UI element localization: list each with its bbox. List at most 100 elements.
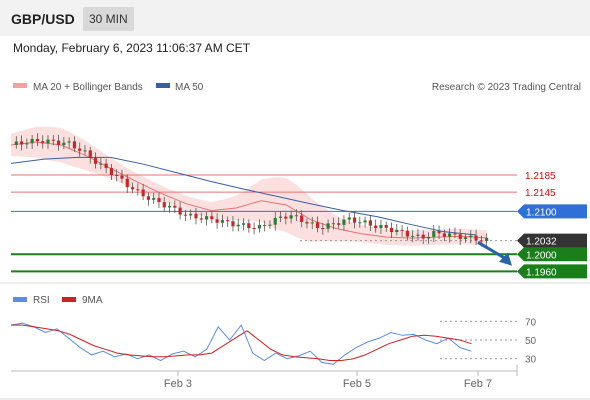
candle: [448, 228, 452, 243]
candle-body: [231, 221, 235, 227]
candle-body: [236, 224, 240, 227]
candle: [173, 200, 177, 214]
candle: [384, 221, 388, 232]
candle-body: [41, 141, 45, 144]
candle-body: [479, 240, 483, 242]
candle-body: [474, 235, 478, 241]
rsi-line: [10, 322, 472, 365]
x-tick-label: Feb 3: [164, 378, 192, 390]
candle-body: [194, 213, 198, 219]
candle-body: [363, 220, 367, 223]
candle-body: [358, 222, 362, 224]
candle-body: [56, 140, 61, 145]
candle: [395, 223, 399, 236]
candle-body: [379, 225, 383, 229]
candle-body: [173, 205, 177, 208]
candle-body: [157, 198, 161, 203]
candle: [104, 158, 108, 174]
candle: [411, 230, 415, 243]
candle-body: [384, 225, 388, 228]
candle-body: [405, 230, 409, 237]
candle: [115, 169, 119, 182]
instrument-title: GBP/USD: [11, 11, 75, 27]
candle: [363, 216, 367, 228]
candle: [199, 212, 203, 224]
candle: [379, 219, 383, 234]
candle: [442, 229, 446, 242]
candle: [146, 192, 151, 206]
candle-body: [257, 225, 261, 229]
candle: [469, 230, 473, 244]
forecast-arrow: [477, 240, 512, 266]
candle-body: [469, 235, 473, 238]
candle: [315, 216, 320, 233]
candle: [485, 233, 489, 246]
candle: [215, 213, 219, 229]
timeframe-badge[interactable]: 30 MIN: [83, 7, 134, 31]
level-label-support: 1.1960: [526, 267, 557, 278]
candle: [83, 145, 87, 155]
candle-body: [421, 234, 425, 239]
candle: [374, 219, 378, 233]
candle-body: [485, 237, 489, 241]
rsi-tick-label: 50: [525, 336, 537, 347]
candle: [389, 222, 394, 238]
candle-body: [109, 168, 114, 175]
candle: [78, 142, 82, 157]
candle: [432, 225, 436, 242]
candle: [109, 163, 114, 181]
candle-body: [347, 217, 351, 220]
candle: [226, 216, 230, 227]
ma20-legend-label: MA 20 + Bollinger Bands: [33, 82, 143, 93]
level-tag-last: [517, 233, 587, 248]
candle: [247, 219, 251, 233]
candle: [46, 135, 50, 149]
candle-body: [252, 228, 256, 230]
candle: [426, 232, 431, 244]
candle-body: [416, 234, 420, 236]
candle-body: [437, 231, 441, 234]
candle: [99, 157, 103, 170]
candle: [326, 219, 330, 233]
candle-body: [411, 235, 415, 237]
rsi-panel: 70 50 30: [10, 317, 537, 366]
candle: [300, 210, 304, 228]
candle: [400, 225, 404, 237]
candle-body: [300, 215, 304, 222]
candle: [458, 229, 462, 245]
candle-body: [199, 218, 203, 220]
candle: [416, 228, 420, 241]
rsi-ma-line: [11, 324, 472, 361]
candle: [347, 212, 351, 225]
candle: [41, 135, 45, 149]
candle-body: [189, 213, 193, 216]
candle-body: [342, 219, 346, 225]
candle-body: [72, 141, 77, 149]
candle: [125, 174, 129, 194]
candle-body: [125, 178, 129, 188]
candle: [337, 217, 341, 229]
candle-body: [67, 141, 71, 143]
candle-body: [331, 223, 335, 225]
candle: [72, 136, 77, 152]
candle: [19, 135, 24, 151]
level-label-resistance: 1.2185: [525, 171, 556, 182]
candle: [437, 225, 441, 239]
candle: [252, 222, 256, 235]
candle-body: [19, 141, 24, 145]
candle-body: [78, 148, 82, 151]
candle-body: [93, 157, 98, 164]
candle-body: [278, 216, 283, 218]
rsi-ma-legend-swatch: [62, 297, 76, 302]
candle: [331, 217, 335, 230]
chart-datetime: Monday, February 6, 2023 11:06:37 AM CET: [13, 41, 251, 55]
level-label-last: 1.2032: [526, 237, 557, 248]
candle-body: [88, 150, 92, 158]
candle-body: [35, 138, 40, 142]
candle-body: [146, 196, 151, 200]
candle: [51, 135, 55, 146]
candle-body: [136, 189, 140, 191]
candle: [120, 169, 124, 184]
candle-body: [463, 237, 468, 239]
candle: [88, 146, 92, 164]
